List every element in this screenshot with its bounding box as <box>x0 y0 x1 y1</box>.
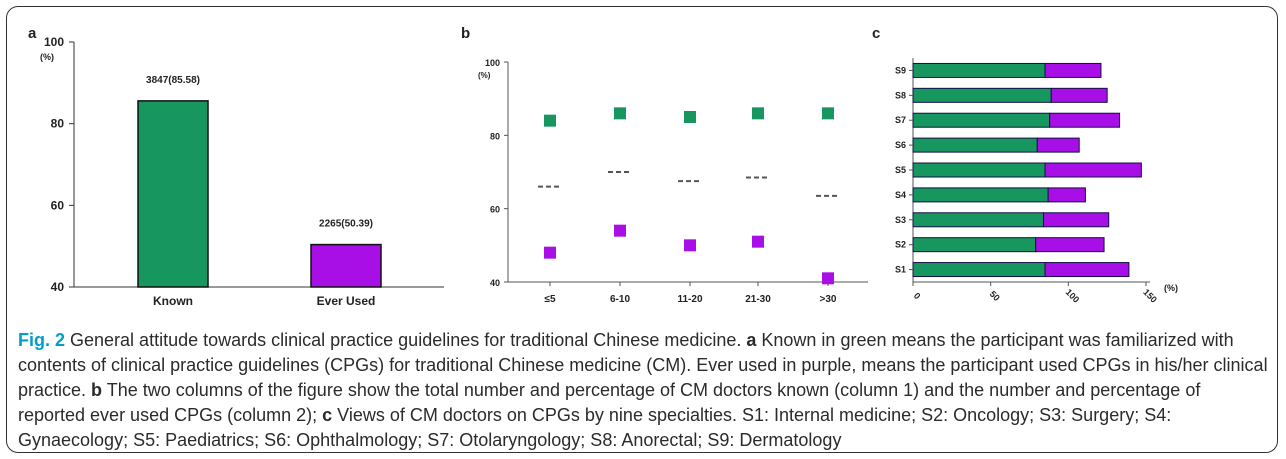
c-ever-used-bar <box>1047 187 1086 203</box>
b-y-unit-label: (%) <box>478 71 491 80</box>
panel-label-c: c <box>872 25 880 42</box>
a-y-tick-label: 100 <box>44 35 64 49</box>
b-x-tick-label: ≤5 <box>544 294 555 305</box>
c-x-tick-label: 150 <box>1141 287 1159 305</box>
b-ever-used-marker <box>544 246 556 259</box>
panel-label-b: b <box>461 25 470 42</box>
a-y-tick-label: 40 <box>51 280 65 294</box>
caption-b-letter: b <box>91 380 103 400</box>
c-y-tick-label: S1 <box>895 265 906 275</box>
c-y-tick-label: S5 <box>895 165 906 175</box>
c-y-tick-label: S8 <box>895 90 906 100</box>
b-ever-used-marker <box>614 224 626 237</box>
c-ever-used-bar <box>1049 112 1121 128</box>
caption-c-text: Views of CM doctors on CPGs by nine spec… <box>18 405 1172 450</box>
caption-a-letter: a <box>746 330 757 350</box>
b-known-marker <box>822 107 834 120</box>
c-y-tick-label: S9 <box>895 65 906 75</box>
figure-panels: a b c 40 60 80 100 (%) 3847(85.58) Known 2265(50.3… <box>28 25 1178 308</box>
b-ever-used-marker <box>822 272 834 285</box>
b-ever-used-marker <box>752 235 764 248</box>
c-ever-used-bar <box>1042 212 1110 228</box>
b-x-tick-label: 11-20 <box>677 294 702 305</box>
a-x-tick-label: Known <box>153 294 193 308</box>
c-x-tick-label: 50 <box>988 289 1002 303</box>
c-ever-used-bar <box>1050 87 1108 103</box>
figure-number: Fig. 2 <box>18 330 66 350</box>
c-ever-used-bar <box>1035 237 1105 253</box>
b-x-tick-label: 6-10 <box>610 294 630 305</box>
c-y-tick-label: S6 <box>895 140 906 150</box>
c-known-bar <box>912 87 1052 103</box>
c-x-tick-label: 100 <box>1064 287 1082 305</box>
b-ever-used-marker <box>684 239 696 252</box>
a-y-unit-label: (%) <box>40 52 54 62</box>
figure-caption: Fig. 2 General attitude towards clinical… <box>18 328 1268 453</box>
c-known-bar <box>912 237 1037 253</box>
c-known-bar <box>912 62 1046 78</box>
b-known-marker <box>614 107 626 120</box>
c-ever-used-bar <box>1036 137 1080 153</box>
a-x-tick-label: Ever Used <box>317 294 376 308</box>
a-bar <box>310 243 382 288</box>
b-x-tick-label: 21-30 <box>745 294 771 305</box>
a-bar-data-label: 3847(85.58) <box>146 75 200 86</box>
b-y-tick-label: 100 <box>485 58 500 68</box>
b-x-tick-label: >30 <box>820 294 837 305</box>
c-known-bar <box>912 137 1038 153</box>
c-x-tick-label: 0 <box>912 291 923 302</box>
c-known-bar <box>912 262 1046 278</box>
caption-a-text: Known in green means the participant was… <box>18 330 1268 400</box>
a-y-tick-label: 80 <box>51 117 65 131</box>
c-y-tick-label: S3 <box>895 215 906 225</box>
caption-c-letter: c <box>322 405 333 425</box>
b-known-marker <box>684 111 696 123</box>
b-y-tick-label: 60 <box>490 205 500 215</box>
b-y-tick-label: 80 <box>490 131 500 141</box>
c-x-unit-label: (%) <box>1164 283 1178 293</box>
b-known-marker <box>544 114 556 127</box>
a-bar <box>137 100 209 288</box>
caption-b-text: The two columns of the figure show the t… <box>18 380 1201 425</box>
c-known-bar <box>912 187 1049 203</box>
b-y-tick-label: 40 <box>490 278 500 288</box>
c-y-tick-label: S4 <box>895 190 906 200</box>
c-y-tick-label: S7 <box>895 115 906 125</box>
panel-label-a: a <box>28 25 37 42</box>
a-bar-data-label: 2265(50.39) <box>319 219 373 230</box>
a-y-tick-label: 60 <box>51 198 65 212</box>
figure-frame <box>6 6 1278 453</box>
c-ever-used-bar <box>1044 162 1142 178</box>
caption-title: General attitude towards clinical practi… <box>65 330 747 350</box>
c-known-bar <box>912 112 1051 128</box>
b-known-marker <box>752 107 764 120</box>
c-y-tick-label: S2 <box>895 240 906 250</box>
c-ever-used-bar <box>1044 62 1102 78</box>
c-known-bar <box>912 212 1044 228</box>
c-known-bar <box>912 162 1046 178</box>
c-ever-used-bar <box>1044 262 1130 278</box>
